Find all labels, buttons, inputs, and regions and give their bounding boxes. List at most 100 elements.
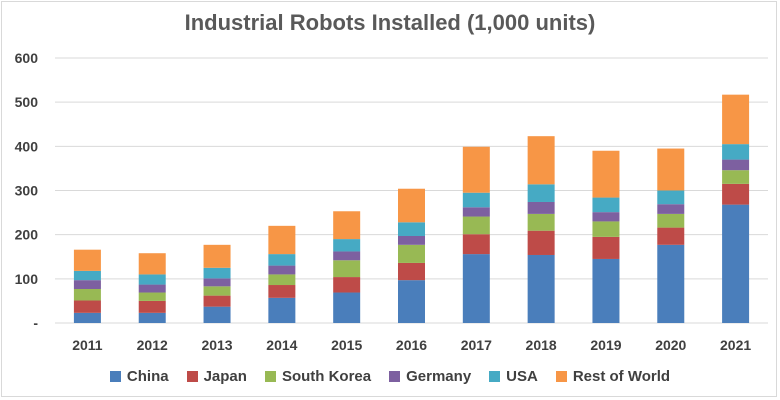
bar-segment-south-korea xyxy=(333,260,361,278)
bar-segment-usa xyxy=(527,184,555,202)
legend-swatch xyxy=(264,371,276,382)
y-tick-label: 100 xyxy=(15,271,39,287)
bar-segment-germany xyxy=(722,159,750,171)
bar-segment-usa xyxy=(722,144,750,160)
legend-label: USA xyxy=(506,368,538,385)
bar-segment-rest-of-world xyxy=(657,148,685,191)
bar-segment-rest-of-world xyxy=(138,253,166,275)
bar-segment-south-korea xyxy=(657,213,685,228)
bar-segment-japan xyxy=(203,295,231,307)
bar-segment-japan xyxy=(333,277,361,293)
bar-segment-china xyxy=(73,312,101,323)
bar-segment-japan xyxy=(722,183,750,205)
bar-segment-germany xyxy=(268,265,296,275)
bar-segment-south-korea xyxy=(268,274,296,286)
bar-segment-japan xyxy=(657,227,685,245)
y-tick-label: 500 xyxy=(15,94,39,110)
bar-segment-usa xyxy=(592,197,620,213)
x-tick-label: 2011 xyxy=(72,337,103,353)
bar-segment-japan xyxy=(138,300,166,313)
bar-segment-south-korea xyxy=(722,170,750,184)
bar-segment-germany xyxy=(73,280,101,289)
legend-label: Germany xyxy=(406,368,472,385)
legend-item-rest-of-world: Rest of World xyxy=(555,368,671,385)
bar-segment-usa xyxy=(462,192,490,208)
bar-segment-rest-of-world xyxy=(73,249,101,271)
bar-segment-china xyxy=(398,280,425,323)
legend-item-south-korea: South Korea xyxy=(264,368,372,385)
bar-segment-rest-of-world xyxy=(268,225,296,255)
bar-segment-usa xyxy=(73,270,101,281)
bar-segment-rest-of-world xyxy=(722,94,750,145)
legend-label: Japan xyxy=(203,368,247,385)
bar-segment-china xyxy=(462,254,490,323)
bar-segment-usa xyxy=(398,222,425,236)
bar-segment-china xyxy=(657,244,685,323)
legend-label: China xyxy=(126,368,169,385)
bar-segment-china xyxy=(722,204,750,323)
bar-segment-china xyxy=(268,297,296,323)
bar-segment-china xyxy=(527,254,555,323)
bar-segment-germany xyxy=(527,201,555,214)
bar-segment-japan xyxy=(73,300,101,313)
legend-label: Rest of World xyxy=(572,368,671,385)
bar-segment-japan xyxy=(462,234,490,255)
legend-swatch xyxy=(389,371,401,382)
chart-title: Industrial Robots Installed (1,000 units… xyxy=(184,10,596,35)
y-tick-label: 400 xyxy=(15,138,39,154)
bar-segment-rest-of-world xyxy=(203,244,231,268)
bar-segment-south-korea xyxy=(398,244,425,263)
legend-swatch xyxy=(489,371,501,382)
legend-swatch xyxy=(109,371,121,382)
legend-item-germany: Germany xyxy=(389,368,471,385)
bar-segment-south-korea xyxy=(73,288,101,301)
bar-segment-usa xyxy=(203,267,231,279)
x-tick-label: 2020 xyxy=(655,337,686,353)
bar-segment-rest-of-world xyxy=(462,146,490,193)
y-tick-label: - xyxy=(33,315,38,331)
legend-swatch xyxy=(186,371,198,382)
chart-legend: China Japan South Korea Germany USA Rest of W… xyxy=(0,368,780,385)
bar-segment-south-korea xyxy=(138,292,166,301)
bar-segment-south-korea xyxy=(527,213,555,231)
bar-segment-germany xyxy=(592,212,620,222)
legend-item-usa: USA xyxy=(489,368,538,385)
y-tick-label: 200 xyxy=(15,227,39,243)
bar-segment-south-korea xyxy=(203,286,231,296)
x-tick-label: 2018 xyxy=(526,337,557,353)
bar-segment-rest-of-world xyxy=(592,150,620,198)
bar-segment-china xyxy=(203,306,231,323)
y-tick-label: 300 xyxy=(15,183,39,199)
bar-segment-japan xyxy=(268,285,296,298)
bar-segment-south-korea xyxy=(592,221,620,237)
x-tick-label: 2017 xyxy=(461,337,492,353)
bar-segment-china xyxy=(138,312,166,323)
y-tick-label: 600 xyxy=(15,50,39,66)
legend-swatch xyxy=(555,371,567,382)
x-tick-label: 2015 xyxy=(331,337,362,353)
bar-segment-germany xyxy=(203,278,231,287)
bar-segment-china xyxy=(592,258,620,323)
bar-segment-rest-of-world xyxy=(333,211,361,240)
bar-segment-china xyxy=(333,292,361,323)
x-tick-label: 2012 xyxy=(137,337,168,353)
bar-segment-japan xyxy=(398,262,425,281)
bar-segment-south-korea xyxy=(462,216,490,235)
bar-segment-usa xyxy=(138,274,166,285)
bar-segment-germany xyxy=(333,251,361,261)
x-tick-label: 2016 xyxy=(396,337,427,353)
bar-segment-japan xyxy=(527,230,555,255)
bar-segment-japan xyxy=(592,236,620,259)
bar-segment-rest-of-world xyxy=(527,136,555,185)
bar-segment-germany xyxy=(657,204,685,214)
bar-segment-germany xyxy=(462,207,490,217)
bar-segment-rest-of-world xyxy=(398,188,425,223)
bar-segment-germany xyxy=(138,284,166,293)
bar-segment-usa xyxy=(657,190,685,205)
bar-segment-usa xyxy=(333,239,361,252)
legend-label: South Korea xyxy=(281,368,372,385)
x-tick-label: 2013 xyxy=(201,337,232,353)
bar-segment-germany xyxy=(398,235,425,245)
